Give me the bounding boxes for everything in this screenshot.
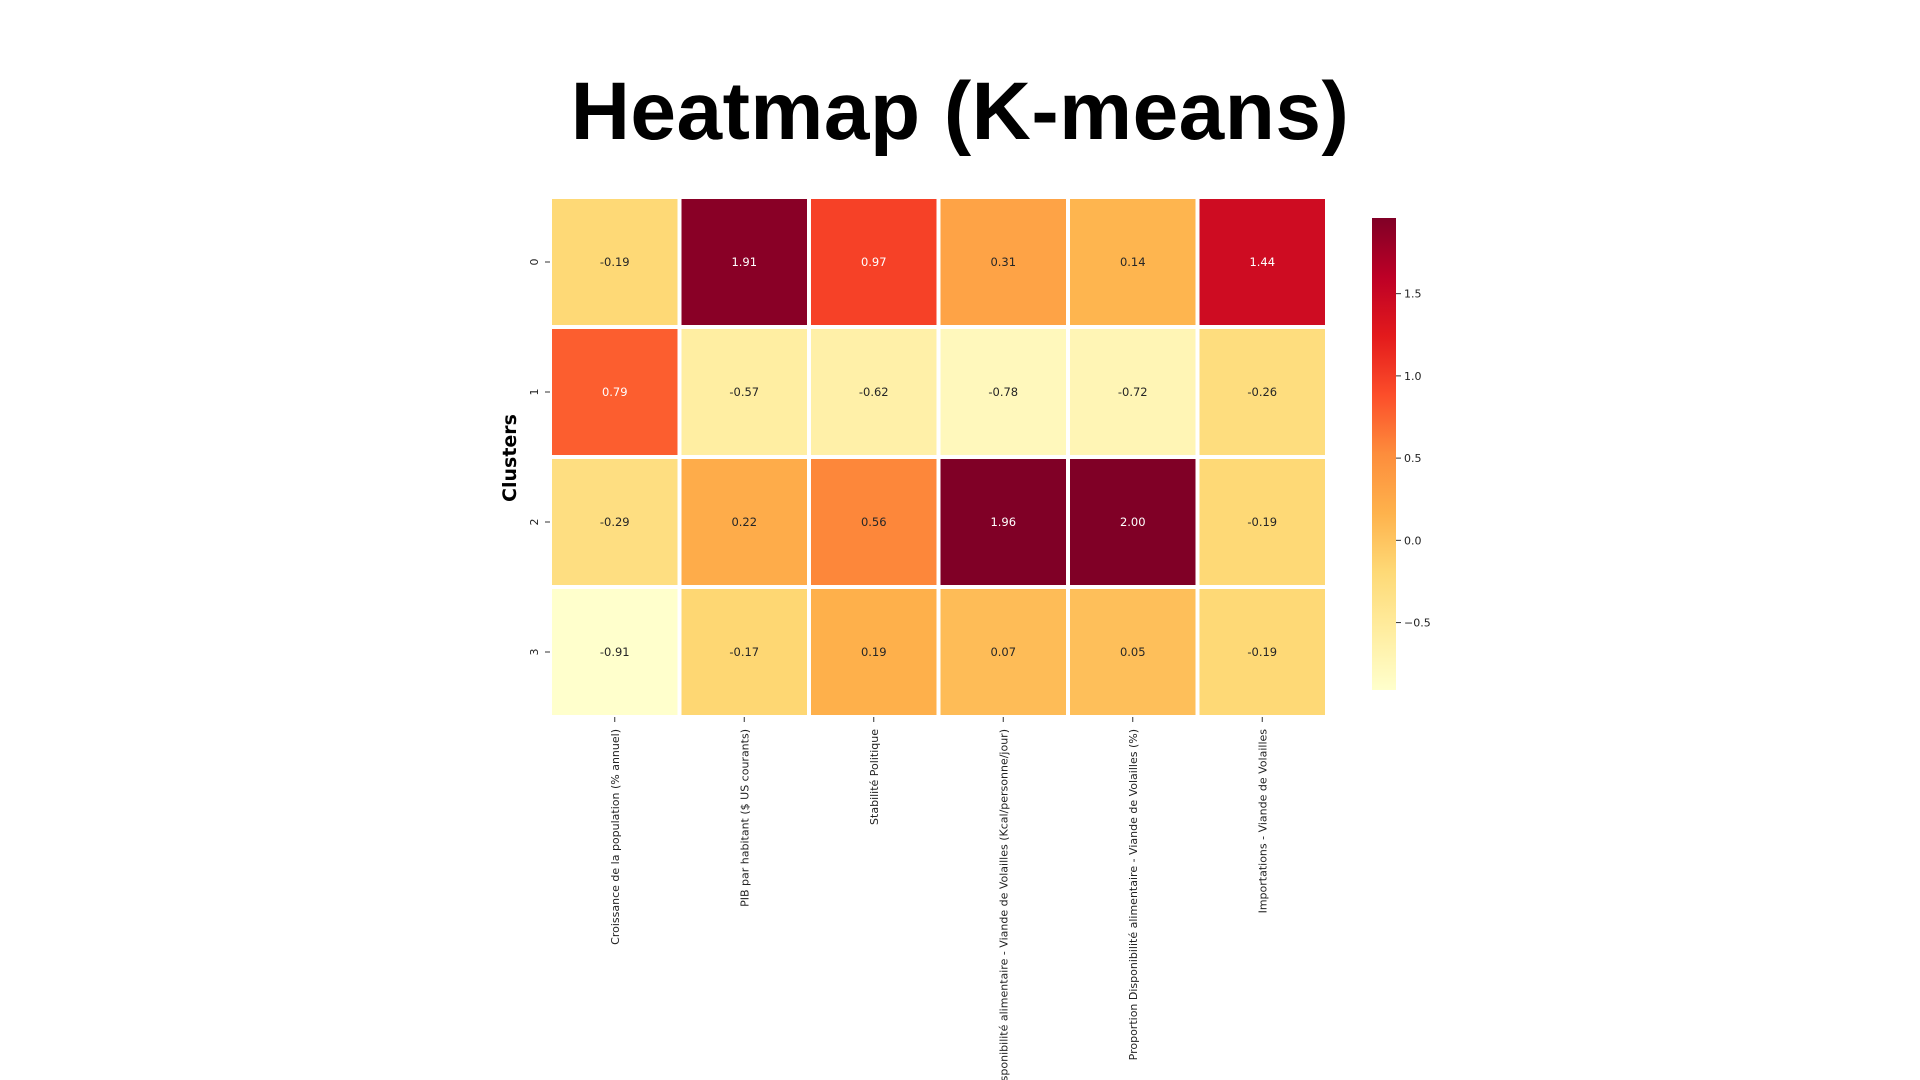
colorbar-tick-label-0: −0.5 bbox=[1404, 617, 1431, 630]
cell-value-label-r1-c2: -0.62 bbox=[859, 385, 889, 399]
heatmap-cell-r1-c0 bbox=[552, 329, 678, 455]
x-tick-label-1: PIB par habitant ($ US courants) bbox=[738, 729, 751, 907]
heatmap-cell-r3-c0 bbox=[552, 589, 678, 715]
heatmap-cell-r1-c5 bbox=[1199, 329, 1325, 455]
cell-value-label-r0-c4: 0.14 bbox=[1120, 255, 1146, 269]
heatmap-cell-r2-c4 bbox=[1070, 459, 1196, 585]
colorbar-tick-label-4: 1.5 bbox=[1404, 288, 1422, 301]
heatmap-cell-r3-c3 bbox=[940, 589, 1066, 715]
cell-value-label-r1-c0: 0.79 bbox=[602, 385, 628, 399]
colorbar-tick-label-2: 0.5 bbox=[1404, 452, 1422, 465]
heatmap-cell-r2-c2 bbox=[811, 459, 937, 585]
heatmap-cell-r1-c3 bbox=[940, 329, 1066, 455]
cell-value-label-r3-c5: -0.19 bbox=[1247, 645, 1277, 659]
heatmap-cell-r0-c1 bbox=[681, 199, 807, 325]
cell-value-label-r3-c0: -0.91 bbox=[600, 645, 630, 659]
heatmap-cell-r0-c5 bbox=[1199, 199, 1325, 325]
heatmap-cell-r3-c1 bbox=[681, 589, 807, 715]
x-tick-label-3: Disponibilité alimentaire - Viande de Vo… bbox=[997, 729, 1010, 1080]
heatmap-cell-r3-c2 bbox=[811, 589, 937, 715]
cell-value-label-r0-c1: 1.91 bbox=[731, 255, 757, 269]
cell-value-label-r2-c3: 1.96 bbox=[990, 515, 1016, 529]
cell-value-label-r0-c3: 0.31 bbox=[990, 255, 1016, 269]
cell-value-label-r3-c1: -0.17 bbox=[729, 645, 759, 659]
x-tick-label-2: Stabilité Politique bbox=[868, 729, 881, 825]
heatmap-cell-r1-c2 bbox=[811, 329, 937, 455]
slide-title: Heatmap (K-means) bbox=[570, 66, 1350, 157]
colorbar-gradient bbox=[1372, 218, 1396, 690]
y-tick-label-3: 3 bbox=[528, 649, 541, 656]
cell-value-label-r3-c4: 0.05 bbox=[1120, 645, 1146, 659]
heatmap-cell-r1-c1 bbox=[681, 329, 807, 455]
heatmap-cell-r0-c0 bbox=[552, 199, 678, 325]
heatmap-cell-r0-c4 bbox=[1070, 199, 1196, 325]
heatmap-cell-r3-c4 bbox=[1070, 589, 1196, 715]
heatmap-cell-r2-c1 bbox=[681, 459, 807, 585]
cell-value-label-r1-c1: -0.57 bbox=[729, 385, 759, 399]
y-tick-labels: 0 1 2 3 bbox=[528, 259, 550, 656]
cell-value-label-r2-c1: 0.22 bbox=[731, 515, 757, 529]
cell-value-label-r0-c5: 1.44 bbox=[1249, 255, 1275, 269]
heatmap-cell-r3-c5 bbox=[1199, 589, 1325, 715]
cell-value-label-r3-c3: 0.07 bbox=[990, 645, 1016, 659]
x-tick-label-0: Croissance de la population (% annuel) bbox=[609, 729, 622, 945]
colorbar-tick-label-1: 0.0 bbox=[1404, 534, 1422, 547]
heatmap-cell-r2-c0 bbox=[552, 459, 678, 585]
cell-value-label-r0-c0: -0.19 bbox=[600, 255, 630, 269]
x-tick-labels: Croissance de la population (% annuel) PI… bbox=[609, 717, 1269, 1080]
x-tick-label-4: Proportion Disponibilité alimentaire - V… bbox=[1127, 729, 1140, 1060]
cell-value-label-r2-c4: 2.00 bbox=[1120, 515, 1146, 529]
cell-value-label-r0-c2: 0.97 bbox=[861, 255, 887, 269]
cell-value-label-r3-c2: 0.19 bbox=[861, 645, 887, 659]
y-tick-label-1: 1 bbox=[528, 389, 541, 396]
heatmap-cell-r2-c5 bbox=[1199, 459, 1325, 585]
colorbar: −0.5 0.0 0.5 1.0 1.5 bbox=[1372, 218, 1431, 690]
heatmap-cells: -0.19 1.91 0.97 0.31 0.14 1.44 0.79 -0.57 -0.62 -… bbox=[552, 199, 1325, 715]
cell-value-label-r2-c5: -0.19 bbox=[1247, 515, 1277, 529]
cell-value-label-r2-c0: -0.29 bbox=[600, 515, 630, 529]
y-tick-label-0: 0 bbox=[528, 259, 541, 266]
cell-value-label-r1-c5: -0.26 bbox=[1247, 385, 1277, 399]
cell-value-label-r1-c4: -0.72 bbox=[1118, 385, 1148, 399]
y-axis-title: Clusters bbox=[499, 414, 521, 502]
heatmap-cell-r2-c3 bbox=[940, 459, 1066, 585]
colorbar-tick-label-3: 1.0 bbox=[1404, 370, 1422, 383]
cell-value-label-r2-c2: 0.56 bbox=[861, 515, 887, 529]
x-tick-label-5: Importations - Viande de Volailles bbox=[1256, 729, 1269, 914]
heatmap-cell-r1-c4 bbox=[1070, 329, 1196, 455]
heatmap-cell-r0-c3 bbox=[940, 199, 1066, 325]
heatmap-cell-r0-c2 bbox=[811, 199, 937, 325]
y-tick-label-2: 2 bbox=[528, 519, 541, 526]
cell-value-label-r1-c3: -0.78 bbox=[988, 385, 1018, 399]
